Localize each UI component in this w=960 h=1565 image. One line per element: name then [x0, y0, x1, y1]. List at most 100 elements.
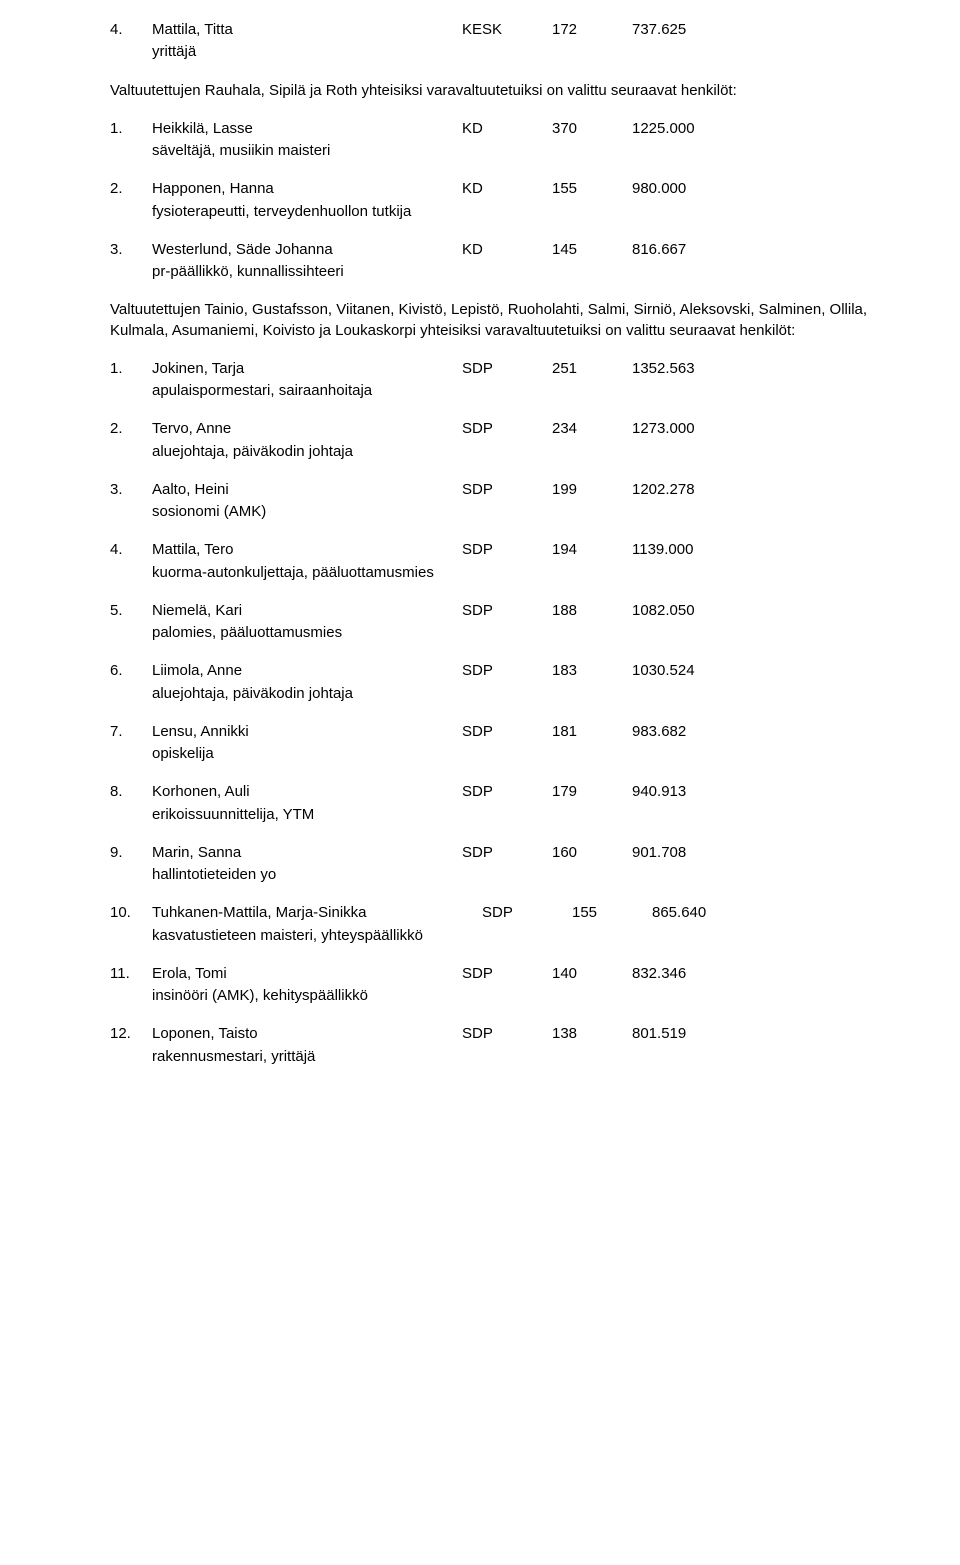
candidate-votes: 234: [552, 419, 632, 439]
candidate-number: 12.: [110, 1024, 152, 1044]
candidate-votes: 145: [552, 240, 632, 260]
candidate-comparison: 901.708: [632, 843, 732, 863]
candidate-party: SDP: [462, 782, 552, 802]
candidate-votes: 188: [552, 601, 632, 621]
candidate-comparison: 1202.278: [632, 480, 732, 500]
candidate-block: 1.Jokinen, TarjaSDP2511352.563apulaispor…: [110, 359, 900, 402]
candidate-subtitle: yrittäjä: [152, 42, 900, 62]
candidate-party: SDP: [462, 419, 552, 439]
candidate-data-cols: Niemelä, KariSDP1881082.050: [152, 601, 900, 621]
candidate-votes: 155: [552, 179, 632, 199]
candidate-subtitle: aluejohtaja, päiväkodin johtaja: [152, 684, 900, 704]
candidate-votes: 172: [552, 20, 632, 40]
candidate-number: 8.: [110, 782, 152, 802]
candidate-name: Loponen, Taisto: [152, 1024, 462, 1044]
candidate-block: 7.Lensu, AnnikkiSDP181983.682opiskelija: [110, 722, 900, 765]
candidate-row: 8.Korhonen, AuliSDP179940.913: [110, 782, 900, 802]
candidate-row: 4.Mattila, TeroSDP1941139.000: [110, 540, 900, 560]
candidate-votes: 370: [552, 119, 632, 139]
candidate-data-cols: Korhonen, AuliSDP179940.913: [152, 782, 900, 802]
candidate-subtitle: rakennusmestari, yrittäjä: [152, 1047, 900, 1067]
candidate-row: 6.Liimola, AnneSDP1831030.524: [110, 661, 900, 681]
candidate-block: 4.Mattila, TeroSDP1941139.000 kuorma-auto…: [110, 540, 900, 583]
candidate-block: 1.Heikkilä, LasseKD3701225.000säveltäjä,…: [110, 119, 900, 162]
document-page: 4.Mattila, TittaKESK172737.625yrittäjä Va…: [0, 0, 960, 1125]
candidate-party: KD: [462, 179, 552, 199]
candidate-data-cols: Marin, SannaSDP160901.708: [152, 843, 900, 863]
candidate-votes: 138: [552, 1024, 632, 1044]
candidate-number: 4.: [110, 20, 152, 40]
candidate-party: KESK: [462, 20, 552, 40]
candidate-data-cols: Loponen, TaistoSDP138801.519: [152, 1024, 900, 1044]
candidate-block: 4.Mattila, TittaKESK172737.625yrittäjä: [110, 20, 900, 63]
candidate-row: 3.Aalto, HeiniSDP1991202.278: [110, 480, 900, 500]
candidate-block: 2.Tervo, AnneSDP2341273.000aluejohtaja, …: [110, 419, 900, 462]
candidate-votes: 160: [552, 843, 632, 863]
candidate-number: 6.: [110, 661, 152, 681]
candidate-block: 10.Tuhkanen-Mattila, Marja-SinikkaSDP155…: [110, 903, 900, 946]
candidate-subtitle: palomies, pääluottamusmies: [152, 623, 900, 643]
candidate-data-cols: Heikkilä, LasseKD3701225.000: [152, 119, 900, 139]
candidate-block: 6.Liimola, AnneSDP1831030.524 aluejohtaja…: [110, 661, 900, 704]
candidate-comparison: 1352.563: [632, 359, 732, 379]
candidate-row: 11.Erola, TomiSDP140832.346: [110, 964, 900, 984]
candidate-name: Heikkilä, Lasse: [152, 119, 462, 139]
candidate-name: Tervo, Anne: [152, 419, 462, 439]
candidate-name: Lensu, Annikki: [152, 722, 462, 742]
candidate-subtitle: fysioterapeutti, terveydenhuollon tutkij…: [152, 202, 900, 222]
candidate-comparison: 801.519: [632, 1024, 732, 1044]
candidate-comparison: 1139.000: [632, 540, 732, 560]
candidate-block: 3.Westerlund, Säde JohannaKD145816.667pr…: [110, 240, 900, 283]
candidate-party: SDP: [482, 903, 572, 923]
candidate-votes: 194: [552, 540, 632, 560]
paragraph-text: Valtuutettujen Tainio, Gustafsson, Viita…: [110, 300, 900, 341]
candidate-row: 2.Happonen, HannaKD155980.000: [110, 179, 900, 199]
candidate-comparison: 1082.050: [632, 601, 732, 621]
candidate-votes: 179: [552, 782, 632, 802]
candidate-block: 8.Korhonen, AuliSDP179940.913erikoissuun…: [110, 782, 900, 825]
candidate-party: SDP: [462, 601, 552, 621]
candidate-block: 2.Happonen, HannaKD155980.000 fysioterape…: [110, 179, 900, 222]
candidate-comparison: 1273.000: [632, 419, 732, 439]
candidate-name: Mattila, Tero: [152, 540, 462, 560]
candidate-subtitle: kuorma-autonkuljettaja, pääluottamusmies: [152, 563, 900, 583]
candidate-party: SDP: [462, 843, 552, 863]
candidate-comparison: 865.640: [652, 903, 752, 923]
candidate-comparison: 816.667: [632, 240, 732, 260]
candidate-row: 3.Westerlund, Säde JohannaKD145816.667: [110, 240, 900, 260]
candidate-row: 4.Mattila, TittaKESK172737.625: [110, 20, 900, 40]
candidate-number: 3.: [110, 480, 152, 500]
candidate-subtitle: säveltäjä, musiikin maisteri: [152, 141, 900, 161]
candidate-row: 1.Jokinen, TarjaSDP2511352.563: [110, 359, 900, 379]
candidate-comparison: 983.682: [632, 722, 732, 742]
candidate-data-cols: Tuhkanen-Mattila, Marja-SinikkaSDP155865…: [152, 903, 900, 923]
candidate-party: SDP: [462, 359, 552, 379]
candidate-name: Marin, Sanna: [152, 843, 462, 863]
candidate-votes: 140: [552, 964, 632, 984]
candidate-votes: 251: [552, 359, 632, 379]
candidate-data-cols: Liimola, AnneSDP1831030.524: [152, 661, 900, 681]
candidate-row: 10.Tuhkanen-Mattila, Marja-SinikkaSDP155…: [110, 903, 900, 923]
candidate-data-cols: Mattila, TittaKESK172737.625: [152, 20, 900, 40]
candidate-data-cols: Jokinen, TarjaSDP2511352.563: [152, 359, 900, 379]
candidate-comparison: 737.625: [632, 20, 732, 40]
candidate-row: 1.Heikkilä, LasseKD3701225.000: [110, 119, 900, 139]
candidate-number: 1.: [110, 359, 152, 379]
candidate-name: Erola, Tomi: [152, 964, 462, 984]
candidate-number: 1.: [110, 119, 152, 139]
candidate-data-cols: Happonen, HannaKD155980.000: [152, 179, 900, 199]
candidate-block: 11.Erola, TomiSDP140832.346insinööri (AM…: [110, 964, 900, 1007]
candidate-name: Westerlund, Säde Johanna: [152, 240, 462, 260]
candidate-row: 2.Tervo, AnneSDP2341273.000: [110, 419, 900, 439]
candidate-number: 5.: [110, 601, 152, 621]
candidate-row: 9.Marin, SannaSDP160901.708: [110, 843, 900, 863]
candidate-number: 10.: [110, 903, 152, 923]
candidate-data-cols: Tervo, AnneSDP2341273.000: [152, 419, 900, 439]
candidate-name: Tuhkanen-Mattila, Marja-Sinikka: [152, 903, 482, 923]
candidate-comparison: 980.000: [632, 179, 732, 199]
candidate-subtitle: kasvatustieteen maisteri, yhteyspäällikk…: [152, 926, 900, 946]
candidate-data-cols: Lensu, AnnikkiSDP181983.682: [152, 722, 900, 742]
candidate-subtitle: pr-päällikkö, kunnallissihteeri: [152, 262, 900, 282]
candidate-votes: 183: [552, 661, 632, 681]
candidate-comparison: 1030.524: [632, 661, 732, 681]
